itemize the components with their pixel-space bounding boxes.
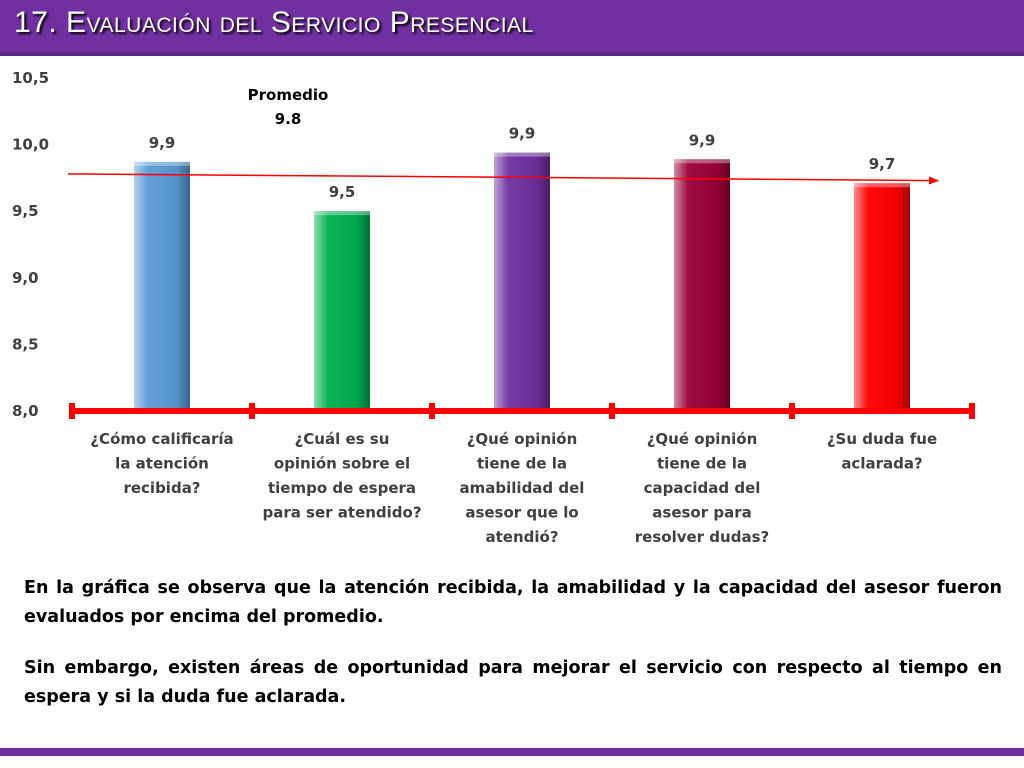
bar-shine bbox=[674, 159, 730, 411]
category-label-line: opinión sobre el bbox=[274, 455, 410, 473]
x-tick bbox=[429, 403, 435, 419]
y-tick-label: 10,5 bbox=[12, 69, 49, 87]
x-tick bbox=[789, 403, 795, 419]
bottom-bar bbox=[0, 748, 1024, 756]
data-label: 9,5 bbox=[329, 183, 356, 201]
x-tick bbox=[609, 403, 615, 419]
category-label-line: para ser atendido? bbox=[262, 504, 421, 522]
category-label-line: resolver dudas? bbox=[635, 528, 769, 546]
category-label: ¿Su duda fue aclarada? bbox=[827, 430, 937, 473]
body-text: En la gráfica se observa que la atención… bbox=[24, 574, 1002, 734]
bars-group: 9,9 9,5 9,9 9,9 9,7 bbox=[134, 125, 910, 411]
y-tick-label: 8,5 bbox=[12, 335, 39, 353]
category-label-line: asesor que lo bbox=[465, 504, 578, 522]
bar-shine bbox=[134, 161, 190, 411]
bar-shine bbox=[314, 211, 370, 411]
category-label-line: recibida? bbox=[123, 479, 200, 497]
category-label-line: la atención bbox=[115, 455, 209, 473]
y-tick-label: 9,5 bbox=[12, 202, 39, 220]
bar-top-highlight bbox=[314, 211, 370, 216]
bar-shine bbox=[854, 183, 910, 411]
x-axis bbox=[69, 403, 975, 419]
x-tick bbox=[969, 403, 975, 419]
category-label-line: amabilidad del bbox=[460, 479, 585, 497]
average-value: 9.8 bbox=[275, 110, 302, 128]
bar-chart: 8,0 8,5 9,0 9,5 10,0 10,5 9,9 9,5 9,9 9,9 9,7 ¿Có… bbox=[12, 69, 975, 546]
y-tick-label: 9,0 bbox=[12, 269, 39, 287]
paragraph-1: En la gráfica se observa que la atención… bbox=[24, 578, 1002, 627]
x-tick bbox=[69, 403, 75, 419]
category-label-line: tiene de la bbox=[657, 455, 747, 473]
category-label: ¿Qué opinión tiene de la amabilidad del ase… bbox=[460, 430, 585, 546]
average-line bbox=[67, 173, 939, 185]
average-group: Promedio 9.8 bbox=[67, 86, 939, 185]
y-axis: 8,0 8,5 9,0 9,5 10,0 10,5 bbox=[12, 69, 49, 420]
category-label-line: tiene de la bbox=[477, 455, 567, 473]
category-label-line: ¿Cómo calificaría bbox=[90, 430, 233, 448]
average-label: Promedio bbox=[248, 86, 329, 104]
y-tick-label: 10,0 bbox=[12, 136, 49, 154]
x-tick bbox=[249, 403, 255, 419]
y-tick-label: 8,0 bbox=[12, 402, 39, 420]
bar-top-highlight bbox=[854, 183, 910, 188]
title-bar: 17. Evaluación del Servicio Presencial bbox=[0, 0, 1024, 56]
category-label-line: ¿Qué opinión bbox=[647, 430, 758, 448]
bar-top-highlight bbox=[674, 159, 730, 164]
category-label: ¿Cómo calificaría la atención recibida? bbox=[90, 430, 233, 497]
category-label-line: ¿Qué opinión bbox=[467, 430, 578, 448]
paragraph-2: Sin embargo, existen áreas de oportunida… bbox=[24, 658, 1002, 707]
bar-top-highlight bbox=[494, 152, 550, 157]
category-label-line: tiempo de espera bbox=[268, 479, 416, 497]
data-label: 9,7 bbox=[869, 155, 896, 173]
category-labels: ¿Cómo calificaría la atención recibida? ¿Cu… bbox=[90, 430, 937, 546]
data-label: 9,9 bbox=[509, 125, 536, 143]
bar-shine bbox=[494, 152, 550, 411]
bar-top-highlight bbox=[134, 161, 190, 166]
category-label-line: aclarada? bbox=[841, 455, 922, 473]
category-label: ¿Cuál es su opinión sobre el tiempo de esp… bbox=[262, 430, 421, 522]
category-label-line: capacidad del bbox=[644, 479, 761, 497]
data-label: 9,9 bbox=[149, 134, 176, 152]
page-title: 17. Evaluación del Servicio Presencial bbox=[14, 6, 534, 39]
data-label: 9,9 bbox=[689, 131, 716, 149]
category-label-line: asesor para bbox=[652, 504, 751, 522]
category-label: ¿Qué opinión tiene de la capacidad del ases… bbox=[635, 430, 769, 546]
category-label-line: ¿Su duda fue bbox=[827, 430, 937, 448]
category-label-line: ¿Cuál es su bbox=[295, 430, 390, 448]
category-label-line: atendió? bbox=[485, 528, 558, 546]
